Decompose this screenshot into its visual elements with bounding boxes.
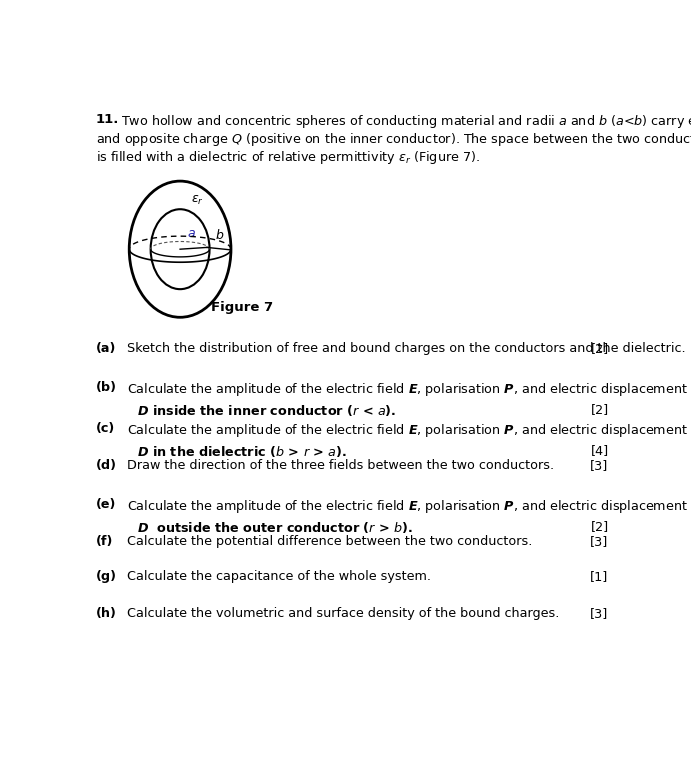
Text: [4]: [4] [590,444,609,457]
Text: Sketch the distribution of free and bound charges on the conductors and the diel: Sketch the distribution of free and boun… [126,342,685,355]
Text: Calculate the amplitude of the electric field $\boldsymbol{E}$, polarisation $\b: Calculate the amplitude of the electric … [126,422,691,439]
Text: (h): (h) [96,608,117,621]
Text: (e): (e) [96,498,116,511]
Text: Figure 7: Figure 7 [211,301,273,314]
Text: (c): (c) [96,422,115,435]
Text: $\boldsymbol{D}$ inside the inner conductor ($r$ < $a$).: $\boldsymbol{D}$ inside the inner conduc… [138,402,397,418]
Text: Two hollow and concentric spheres of conducting material and radii $a$ and $b$ (: Two hollow and concentric spheres of con… [121,113,691,130]
Text: 11.: 11. [96,113,120,126]
Text: Calculate the potential difference between the two conductors.: Calculate the potential difference betwe… [126,535,532,548]
Text: Draw the direction of the three fields between the two conductors.: Draw the direction of the three fields b… [126,459,553,472]
Text: is filled with a dielectric of relative permittivity $\varepsilon_r$ (Figure 7).: is filled with a dielectric of relative … [96,148,480,165]
Text: (d): (d) [96,459,117,472]
Text: $a$: $a$ [187,227,196,240]
Text: (g): (g) [96,570,117,583]
Text: [3]: [3] [590,608,609,621]
Text: Calculate the amplitude of the electric field $\boldsymbol{E}$, polarisation $\b: Calculate the amplitude of the electric … [126,381,691,398]
Text: [2]: [2] [590,402,609,415]
Text: [2]: [2] [590,342,609,355]
Text: $\varepsilon_r$: $\varepsilon_r$ [191,194,204,207]
Text: [3]: [3] [590,535,609,548]
Text: Calculate the amplitude of the electric field $\boldsymbol{E}$, polarisation $\b: Calculate the amplitude of the electric … [126,498,691,515]
Text: Calculate the capacitance of the whole system.: Calculate the capacitance of the whole s… [126,570,430,583]
Text: [3]: [3] [590,459,609,472]
Text: Calculate the volumetric and surface density of the bound charges.: Calculate the volumetric and surface den… [126,608,559,621]
Text: [1]: [1] [590,570,609,583]
Text: and opposite charge $Q$ (positive on the inner conductor). The space between the: and opposite charge $Q$ (positive on the… [96,131,691,148]
Text: (f): (f) [96,535,113,548]
Text: $\boldsymbol{D}$ in the dielectric ($b$ > $r$ > $a$).: $\boldsymbol{D}$ in the dielectric ($b$ … [138,444,348,459]
Text: (b): (b) [96,381,117,394]
Text: (a): (a) [96,342,116,355]
Text: $b$: $b$ [214,228,224,242]
Text: [2]: [2] [590,520,609,533]
Text: $\boldsymbol{D}$  outside the outer conductor ($r$ > $b$).: $\boldsymbol{D}$ outside the outer condu… [138,520,413,534]
